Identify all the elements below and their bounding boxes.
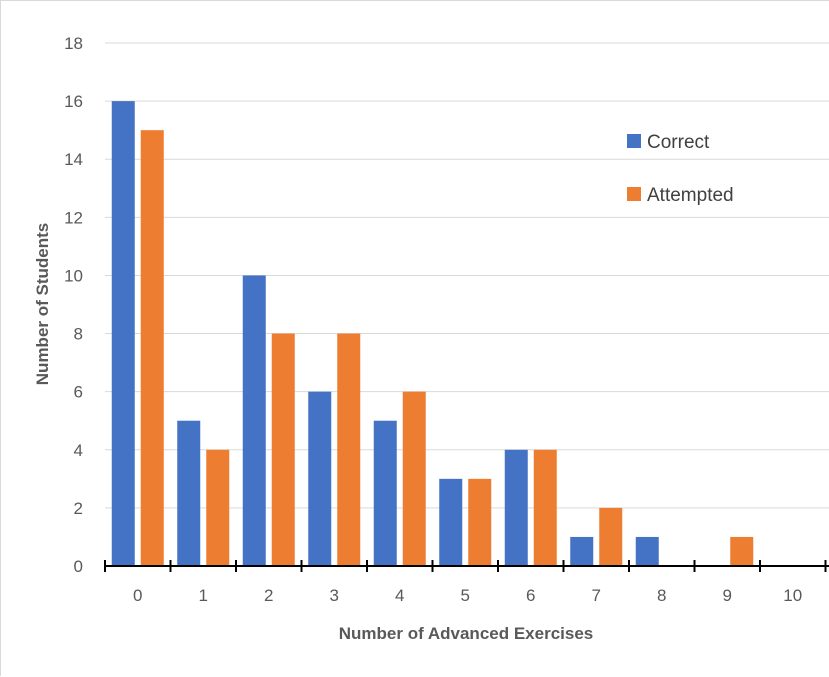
bar-correct-6 bbox=[504, 449, 528, 566]
y-tick-label: 14 bbox=[64, 150, 83, 169]
bar-attempted-0 bbox=[140, 130, 164, 566]
bar-correct-1 bbox=[177, 420, 201, 566]
bar-correct-8 bbox=[635, 536, 659, 566]
bar-attempted-9 bbox=[730, 536, 754, 566]
bar-attempted-2 bbox=[271, 333, 295, 566]
x-tick-label: 2 bbox=[264, 586, 273, 605]
bar-attempted-7 bbox=[599, 507, 623, 566]
legend-swatch-correct bbox=[627, 134, 641, 148]
bar-correct-7 bbox=[570, 536, 594, 566]
x-tick-label: 0 bbox=[133, 586, 142, 605]
x-tick-label: 8 bbox=[657, 586, 666, 605]
x-tick-label: 9 bbox=[723, 586, 732, 605]
x-tick-label: 7 bbox=[592, 586, 601, 605]
y-tick-label: 12 bbox=[64, 208, 83, 227]
y-tick-labels: 0 2 4 6 8 10 12 14 16 18 bbox=[64, 34, 83, 576]
y-tick-label: 4 bbox=[74, 441, 83, 460]
bar-attempted-4 bbox=[402, 391, 426, 566]
x-axis bbox=[104, 560, 829, 572]
legend-swatch-attempted bbox=[627, 187, 641, 201]
y-tick-label: 2 bbox=[74, 499, 83, 518]
bar-correct-4 bbox=[373, 420, 397, 566]
y-tick-label: 0 bbox=[74, 557, 83, 576]
bar-attempted-5 bbox=[468, 478, 492, 566]
y-tick-label: 8 bbox=[74, 325, 83, 344]
legend: Correct Attempted bbox=[627, 132, 734, 206]
x-tick-label: 10 bbox=[783, 586, 802, 605]
y-axis-title: Number of Students bbox=[33, 223, 52, 385]
x-tick-label: 3 bbox=[330, 586, 339, 605]
x-tick-labels: 0 1 2 3 4 5 6 7 8 9 10 bbox=[133, 586, 802, 605]
bar-attempted-3 bbox=[337, 333, 361, 566]
bar-correct-0 bbox=[111, 101, 135, 566]
x-tick-label: 5 bbox=[461, 586, 470, 605]
x-axis-title: Number of Advanced Exercises bbox=[339, 624, 593, 643]
y-tick-label: 18 bbox=[64, 34, 83, 53]
y-tick-label: 6 bbox=[74, 383, 83, 402]
bar-attempted-6 bbox=[533, 449, 557, 566]
gridlines bbox=[105, 42, 829, 509]
x-tick-label: 1 bbox=[199, 586, 208, 605]
bars bbox=[111, 101, 754, 566]
legend-label-correct: Correct bbox=[647, 132, 710, 153]
y-tick-label: 10 bbox=[64, 266, 83, 285]
x-tick-label: 6 bbox=[526, 586, 535, 605]
x-tick-label: 4 bbox=[395, 586, 404, 605]
bar-correct-5 bbox=[439, 478, 463, 566]
legend-label-attempted: Attempted bbox=[647, 185, 734, 206]
y-tick-label: 16 bbox=[64, 92, 83, 111]
bar-attempted-1 bbox=[206, 449, 230, 566]
bar-correct-3 bbox=[308, 391, 332, 566]
bar-correct-2 bbox=[242, 275, 266, 566]
